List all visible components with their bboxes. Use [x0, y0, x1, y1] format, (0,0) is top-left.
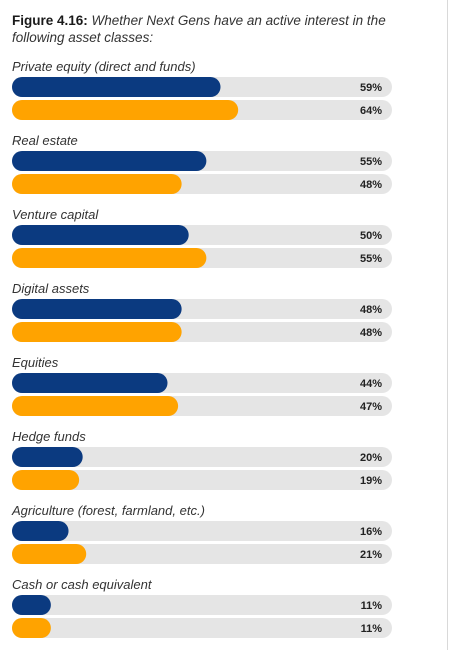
value-label-cash-or-cash-equivalent-series-2: 11% — [361, 623, 383, 635]
category-label-hedge-funds: Hedge funds — [12, 429, 86, 444]
bar-track — [12, 470, 392, 490]
value-label-digital-assets-series-1: 48% — [360, 304, 382, 316]
category-label-agriculture-forest-farmland-etc: Agriculture (forest, farmland, etc.) — [11, 503, 205, 518]
bar-private-equity-direct-and-funds-series-2 — [12, 100, 239, 120]
bar-track — [12, 595, 392, 615]
bar-cash-or-cash-equivalent-series-1 — [12, 595, 51, 615]
value-label-cash-or-cash-equivalent-series-1: 11% — [361, 600, 383, 612]
category-label-real-estate: Real estate — [12, 133, 78, 148]
category-label-private-equity-direct-and-funds: Private equity (direct and funds) — [12, 59, 196, 74]
category-label-cash-or-cash-equivalent: Cash or cash equivalent — [12, 577, 153, 592]
value-label-real-estate-series-1: 55% — [360, 156, 382, 168]
value-label-equities-series-1: 44% — [360, 378, 382, 390]
bar-digital-assets-series-2 — [12, 322, 182, 342]
page-divider — [447, 0, 448, 650]
figure-label: Figure 4.16: — [12, 13, 88, 28]
bar-equities-series-2 — [12, 396, 179, 416]
bar-track — [12, 618, 392, 638]
bar-agriculture-forest-farmland-etc-series-2 — [12, 544, 87, 564]
category-label-equities: Equities — [12, 355, 59, 370]
bar-agriculture-forest-farmland-etc-series-1 — [12, 521, 69, 541]
value-label-private-equity-direct-and-funds-series-1: 59% — [360, 82, 382, 94]
value-label-hedge-funds-series-1: 20% — [360, 452, 382, 464]
bar-hedge-funds-series-1 — [12, 447, 83, 467]
bar-venture-capital-series-2 — [12, 248, 207, 268]
value-label-venture-capital-series-2: 55% — [360, 253, 382, 265]
value-label-digital-assets-series-2: 48% — [360, 327, 382, 339]
bar-track — [12, 447, 392, 467]
bar-cash-or-cash-equivalent-series-2 — [12, 618, 51, 638]
bar-real-estate-series-2 — [12, 174, 182, 194]
value-label-hedge-funds-series-2: 19% — [360, 475, 382, 487]
bar-digital-assets-series-1 — [12, 299, 182, 319]
figure-description: Whether Next Gens have an active interes… — [12, 13, 386, 45]
category-label-digital-assets: Digital assets — [12, 281, 90, 296]
bar-venture-capital-series-1 — [12, 225, 189, 245]
value-label-agriculture-forest-farmland-etc-series-2: 21% — [360, 549, 382, 561]
value-label-venture-capital-series-1: 50% — [360, 230, 382, 242]
figure-title: Figure 4.16: Whether Next Gens have an a… — [12, 12, 412, 46]
bar-private-equity-direct-and-funds-series-1 — [12, 77, 221, 97]
value-label-private-equity-direct-and-funds-series-2: 64% — [360, 105, 382, 117]
value-label-equities-series-2: 47% — [360, 401, 382, 413]
value-label-real-estate-series-2: 48% — [360, 179, 382, 191]
bar-equities-series-1 — [12, 373, 168, 393]
bar-track — [12, 521, 392, 541]
bar-hedge-funds-series-2 — [12, 470, 80, 490]
value-label-agriculture-forest-farmland-etc-series-1: 16% — [360, 526, 382, 538]
bar-real-estate-series-1 — [12, 151, 207, 171]
category-label-venture-capital: Venture capital — [12, 207, 99, 222]
bar-track — [12, 544, 392, 564]
